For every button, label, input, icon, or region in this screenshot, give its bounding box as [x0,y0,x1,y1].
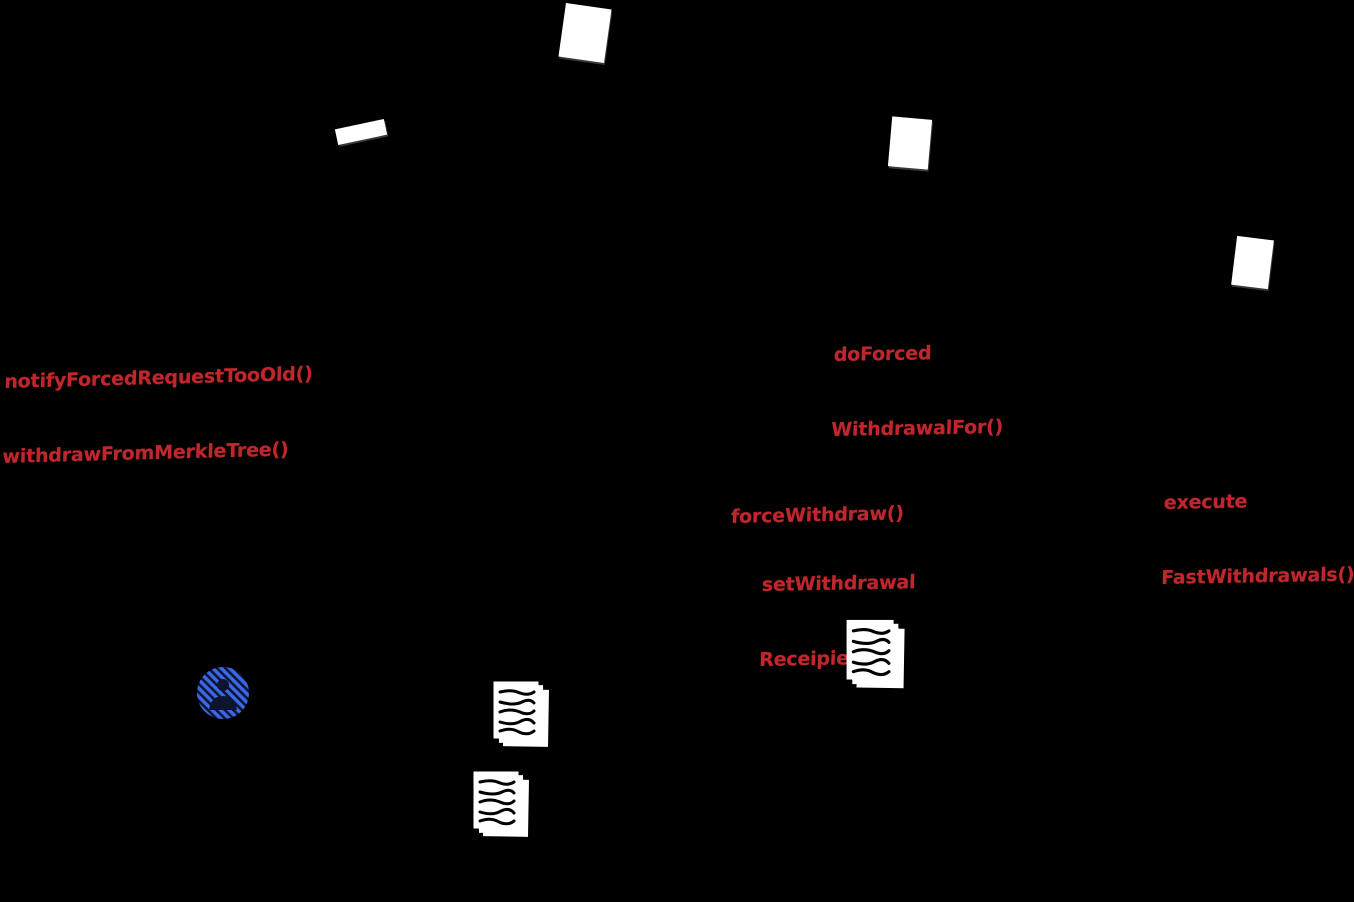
annotation-line: notifyForcedRequestTooOld() [4,362,313,393]
annotation-line: execute [1163,490,1248,514]
document-stack-icon [846,619,905,689]
user-actor-icon [197,667,249,719]
user-actor [194,664,252,722]
document-stack-icon [493,681,549,747]
document-stack-icon [473,771,529,837]
annotation-line: WithdrawalFor() [830,415,1004,441]
annotation-execute-fast-withdrawals: execute FastWithdrawals() [1159,438,1354,641]
annotation-line: doForced [833,342,932,366]
blank-card-far-right [1231,235,1274,290]
annotation-line: setWithdrawal [761,571,916,596]
document-stack-left-lower [472,770,538,842]
blank-card-top-center [558,3,612,63]
document-stack-center [845,618,914,694]
annotation-line: withdrawFromMerkleTree() [2,438,289,468]
blank-card-top-right [887,116,933,170]
document-stack-left-upper [492,680,558,752]
blank-bar-top-left [334,118,388,146]
annotation-notify-forced-request-too-old: notifyForcedRequestTooOld() withdrawFrom… [1,312,314,520]
annotation-line: FastWithdrawals() [1160,563,1354,589]
